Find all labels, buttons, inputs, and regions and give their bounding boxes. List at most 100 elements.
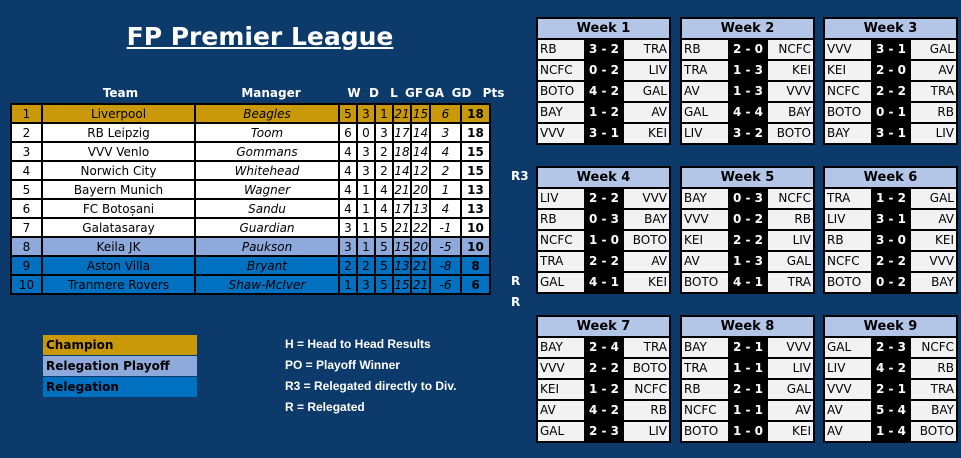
column-header: GF	[404, 86, 424, 100]
home-team: BOTO	[682, 422, 728, 441]
score: 1 - 2	[871, 189, 911, 208]
cell-l: 5	[374, 217, 394, 238]
match-row: BAY 0 - 3 NCFC	[682, 189, 813, 208]
home-team: RB	[538, 40, 584, 59]
cell-pts: 6	[460, 274, 491, 295]
cell-d: 3	[356, 103, 376, 124]
away-team: TRA	[624, 338, 669, 357]
match-row: GAL 4 - 4 BAY	[682, 103, 813, 122]
legend-item: Relegation	[43, 377, 197, 397]
match-row: AV 1 - 3 GAL	[682, 252, 813, 271]
score: 2 - 1	[728, 380, 768, 399]
cell-manager: Whitehead	[194, 160, 340, 181]
home-team: VVV	[538, 359, 584, 378]
score: 3 - 1	[584, 124, 624, 143]
cell-manager: Gommans	[194, 141, 340, 162]
score: 2 - 2	[584, 189, 624, 208]
home-team: GAL	[538, 273, 584, 292]
league-table: 1 Liverpool Beagles 5 3 1 21 15 6 18 2 RB Leipzig To…	[10, 103, 491, 295]
away-team: GAL	[911, 40, 956, 59]
week-results: Week 1 RB 3 - 2 TRA NCFC 0 - 2 LIV BOTO 4 - 2 GAL…	[536, 17, 671, 145]
match-row: BOTO 4 - 1 TRA	[682, 273, 813, 292]
away-team: VVV	[768, 338, 813, 357]
home-team: AV	[538, 401, 584, 420]
cell-ga: 14	[410, 141, 431, 162]
key-notes: H = Head to Head Results PO = Playoff Win…	[285, 337, 525, 421]
away-team: LIV	[768, 231, 813, 250]
match-row: VVV 2 - 1 TRA	[825, 380, 956, 399]
match-row: LIV 3 - 1 AV	[825, 210, 956, 229]
cell-gf: 14	[392, 160, 412, 181]
away-team: BOTO	[624, 359, 669, 378]
away-team: VVV	[768, 82, 813, 101]
cell-team: Galatasaray	[41, 217, 196, 238]
cell-manager: Beagles	[194, 103, 340, 124]
score: 2 - 3	[871, 338, 911, 357]
match-row: VVV 2 - 2 BOTO	[538, 359, 669, 378]
match-row: GAL 2 - 3 LIV	[538, 422, 669, 441]
match-row: RB 2 - 1 GAL	[682, 380, 813, 399]
week-results: Week 5 BAY 0 - 3 NCFC VVV 0 - 2 RB KEI 2 - 2 LIV A…	[680, 166, 815, 294]
match-row: GAL 4 - 1 KEI	[538, 273, 669, 292]
away-team: LIV	[624, 422, 669, 441]
score: 1 - 3	[728, 61, 768, 80]
away-team: BAY	[911, 273, 956, 292]
cell-pos: 1	[10, 103, 43, 124]
week-title: Week 6	[825, 168, 956, 189]
cell-ga: 21	[410, 274, 431, 295]
away-team: LIV	[768, 359, 813, 378]
week-title: Week 9	[825, 317, 956, 338]
home-team: NCFC	[538, 61, 584, 80]
score: 2 - 0	[871, 61, 911, 80]
cell-pos: 2	[10, 122, 43, 143]
home-team: BOTO	[538, 82, 584, 101]
cell-d: 3	[356, 160, 376, 181]
cell-d: 3	[356, 274, 376, 295]
away-team: NCFC	[624, 380, 669, 399]
cell-team: Bayern Munich	[41, 179, 196, 200]
cell-pts: 15	[460, 141, 491, 162]
away-team: GAL	[911, 189, 956, 208]
cell-gf: 15	[392, 236, 412, 257]
home-team: NCFC	[825, 82, 871, 101]
cell-ga: 21	[410, 255, 431, 276]
match-row: BAY 1 - 2 AV	[538, 103, 669, 122]
cell-gd: -5	[429, 236, 462, 257]
column-header: GA	[424, 86, 445, 100]
away-team: KEI	[768, 422, 813, 441]
score: 0 - 2	[871, 273, 911, 292]
home-team: KEI	[825, 61, 871, 80]
week-title: Week 2	[682, 19, 813, 40]
away-team: BOTO	[768, 124, 813, 143]
match-row: BOTO 4 - 2 GAL	[538, 82, 669, 101]
away-team: KEI	[624, 124, 669, 143]
score: 3 - 2	[584, 40, 624, 59]
cell-pts: 18	[460, 122, 491, 143]
away-team: RB	[911, 103, 956, 122]
column-header: D	[369, 86, 379, 100]
week-title: Week 7	[538, 317, 669, 338]
away-team: AV	[624, 252, 669, 271]
score: 0 - 1	[871, 103, 911, 122]
home-team: AV	[825, 422, 871, 441]
cell-ga: 14	[410, 122, 431, 143]
cell-gf: 15	[392, 274, 412, 295]
match-row: VVV 0 - 2 RB	[682, 210, 813, 229]
match-row: NCFC 0 - 2 LIV	[538, 61, 669, 80]
cell-gf: 13	[392, 255, 412, 276]
score: 1 - 2	[584, 103, 624, 122]
cell-team: Aston Villa	[41, 255, 196, 276]
cell-pos: 10	[10, 274, 43, 295]
legend-item: Relegation Playoff	[43, 356, 197, 376]
score: 4 - 1	[728, 273, 768, 292]
cell-team: VVV Venlo	[41, 141, 196, 162]
status-note: R3	[511, 169, 529, 183]
table-row: 8 Keila JK Paukson 3 1 5 15 20 -5 10	[10, 236, 491, 257]
score: 1 - 3	[728, 252, 768, 271]
column-header: Team	[102, 86, 139, 100]
away-team: VVV	[911, 252, 956, 271]
away-team: GAL	[768, 380, 813, 399]
away-team: TRA	[768, 273, 813, 292]
legend-item: Champion	[43, 335, 197, 355]
cell-team: RB Leipzig	[41, 122, 196, 143]
